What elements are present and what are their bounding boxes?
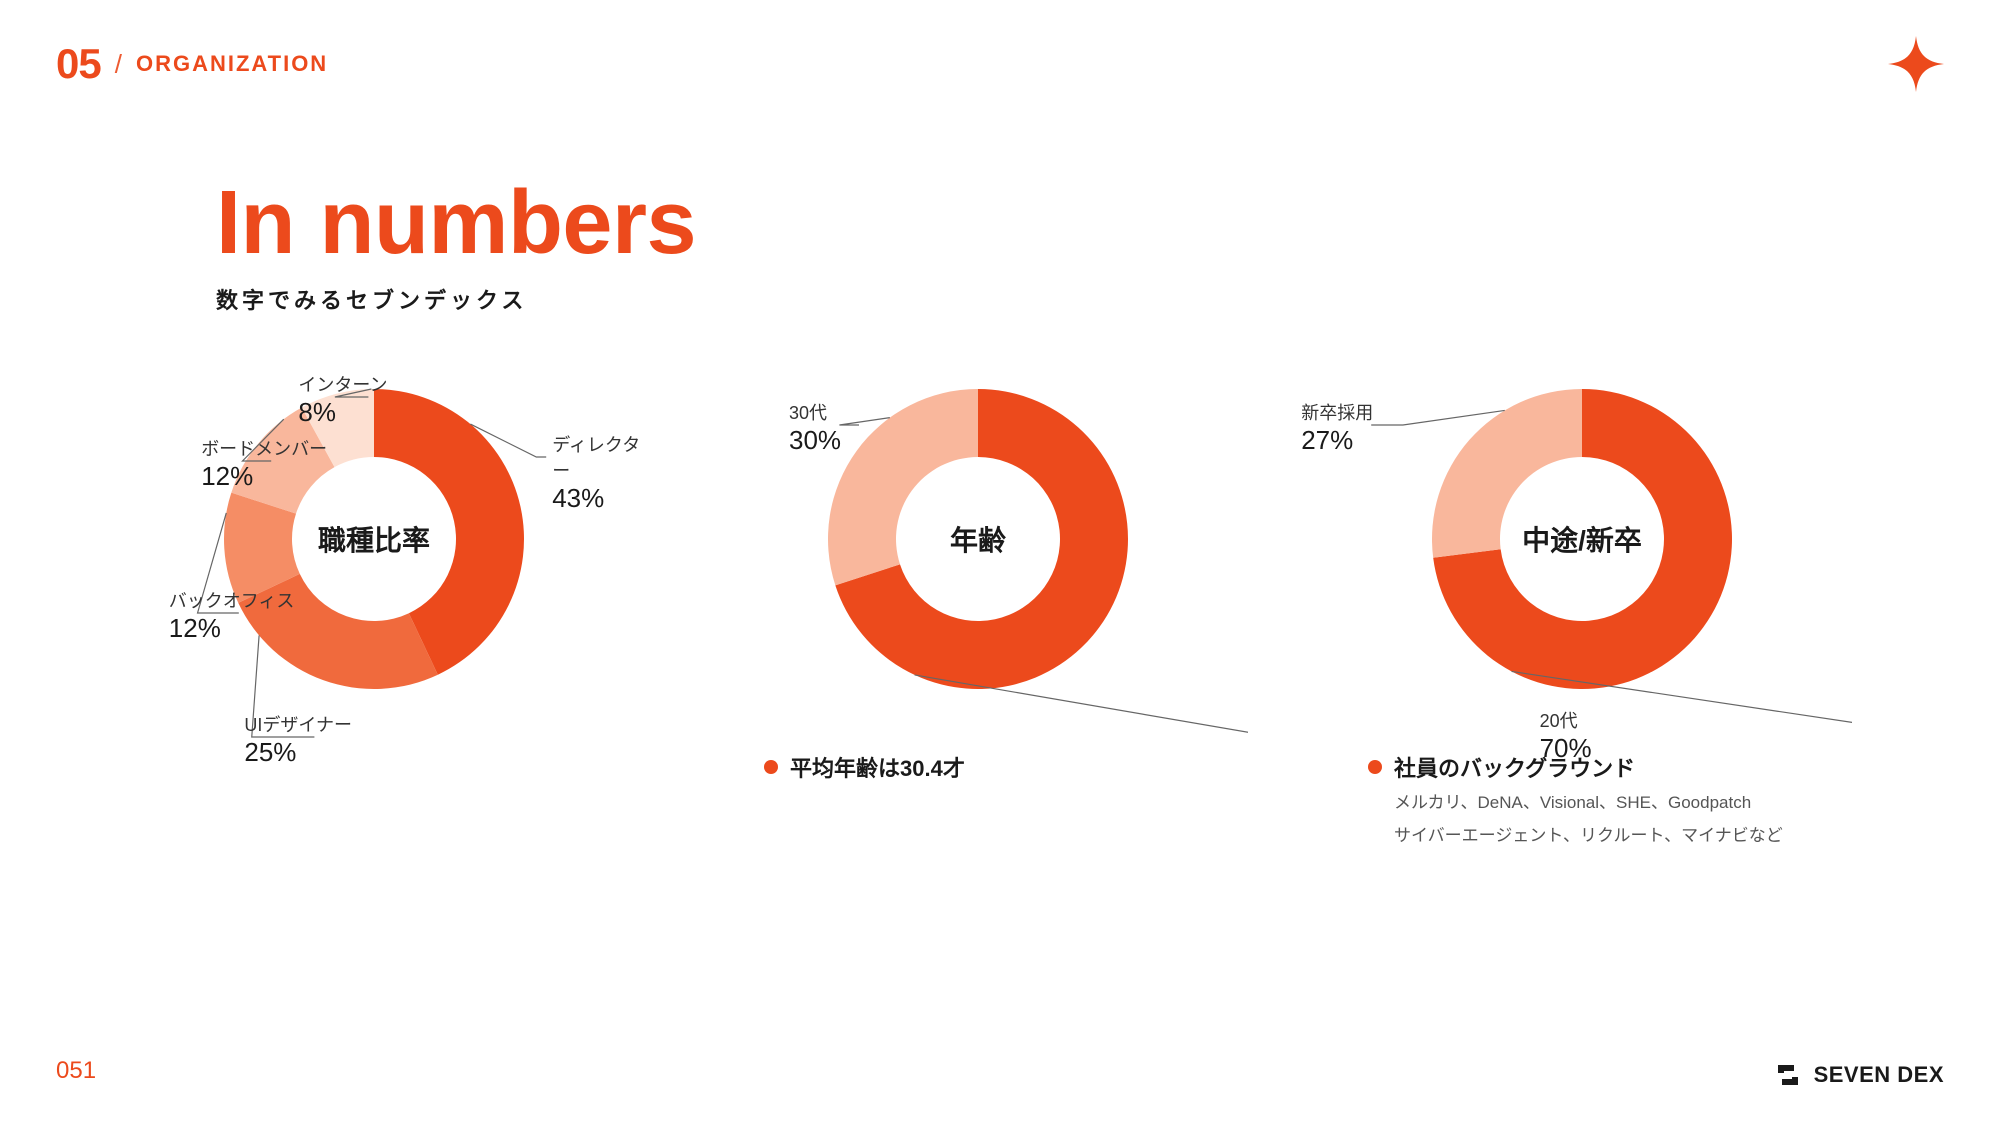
brand-logo: SEVEN DEX [1774, 1061, 1944, 1089]
callout-value: 43% [552, 483, 644, 514]
callout-value: 25% [244, 737, 352, 768]
chart-callout: 新卒採用27% [1301, 399, 1373, 456]
bullet-dot-icon [764, 760, 778, 774]
bullet-dot-icon [1368, 760, 1382, 774]
callout-label: バックオフィス [169, 587, 295, 613]
title-block: In numbers 数字でみるセブンデックス [216, 172, 1944, 315]
page-subtitle: 数字でみるセブンデックス [216, 283, 1944, 315]
leader-line [1371, 410, 1505, 425]
chart-bullet: 平均年齢は30.4才 [764, 751, 1248, 783]
callout-label: 30代 [789, 399, 841, 425]
callout-label: ボードメンバー [201, 435, 327, 461]
callout-value: 8% [298, 397, 387, 428]
chart-callout: UIデザイナー25% [244, 711, 352, 768]
chart-col-roles: 職種比率 ディレクター43%UIデザイナー25%バックオフィス12%ボードメンバ… [104, 339, 644, 849]
callout-label: インターン [298, 371, 387, 397]
bullet-title: 社員のバックグラウンド [1394, 751, 1635, 783]
callout-label: UIデザイナー [244, 711, 352, 737]
chart-callout: 30代30% [789, 399, 841, 456]
callout-value: 27% [1301, 425, 1373, 456]
donut-chart-age: 年齢 20代70%30代30% [708, 339, 1248, 739]
section-number: 05 [56, 40, 101, 88]
chart-callout: ディレクター43% [552, 431, 644, 514]
chart-center-label: 中途/新卒 [1522, 519, 1642, 559]
callout-value: 30% [789, 425, 841, 456]
chart-col-age: 年齢 20代70%30代30% 平均年齢は30.4才 [708, 339, 1248, 849]
slide: 05 / ORGANIZATION In numbers 数字でみるセブンデック… [0, 0, 2000, 1125]
section-label: ORGANIZATION [136, 51, 328, 77]
leader-line [915, 675, 1248, 733]
bullet-subtext: メルカリ、DeNA、Visional、SHE、Goodpatch [1394, 789, 1852, 816]
chart-center-label: 職種比率 [318, 519, 430, 559]
brand-text: SEVEN DEX [1814, 1062, 1944, 1088]
page-number: 051 [56, 1057, 96, 1085]
page-title: In numbers [216, 172, 1944, 275]
charts-row: 職種比率 ディレクター43%UIデザイナー25%バックオフィス12%ボードメンバ… [104, 339, 1944, 849]
section-header: 05 / ORGANIZATION [56, 40, 1944, 88]
chart-callout: ボードメンバー12% [201, 435, 327, 492]
callout-label: 新卒採用 [1301, 399, 1373, 425]
donut-chart-hire: 中途/新卒 中途採用73%新卒採用27% [1312, 339, 1852, 739]
chart-col-hire: 中途/新卒 中途採用73%新卒採用27% 社員のバックグラウンド メルカリ、De… [1312, 339, 1852, 849]
sparkle-icon [1888, 36, 1944, 97]
section-slash: / [115, 49, 122, 80]
callout-value: 12% [201, 461, 327, 492]
callout-value: 12% [169, 613, 295, 644]
chart-bullet: 社員のバックグラウンド メルカリ、DeNA、Visional、SHE、Goodp… [1368, 751, 1852, 849]
brand-mark-icon [1774, 1061, 1802, 1089]
callout-label: ディレクター [552, 431, 644, 483]
chart-callout: バックオフィス12% [169, 587, 295, 644]
chart-center-label: 年齢 [950, 519, 1006, 559]
bullet-title: 平均年齢は30.4才 [790, 751, 965, 783]
bullet-subtext: サイバーエージェント、リクルート、マイナビなど [1394, 822, 1852, 849]
donut-chart-roles: 職種比率 ディレクター43%UIデザイナー25%バックオフィス12%ボードメンバ… [104, 339, 644, 739]
chart-callout: インターン8% [298, 371, 387, 428]
